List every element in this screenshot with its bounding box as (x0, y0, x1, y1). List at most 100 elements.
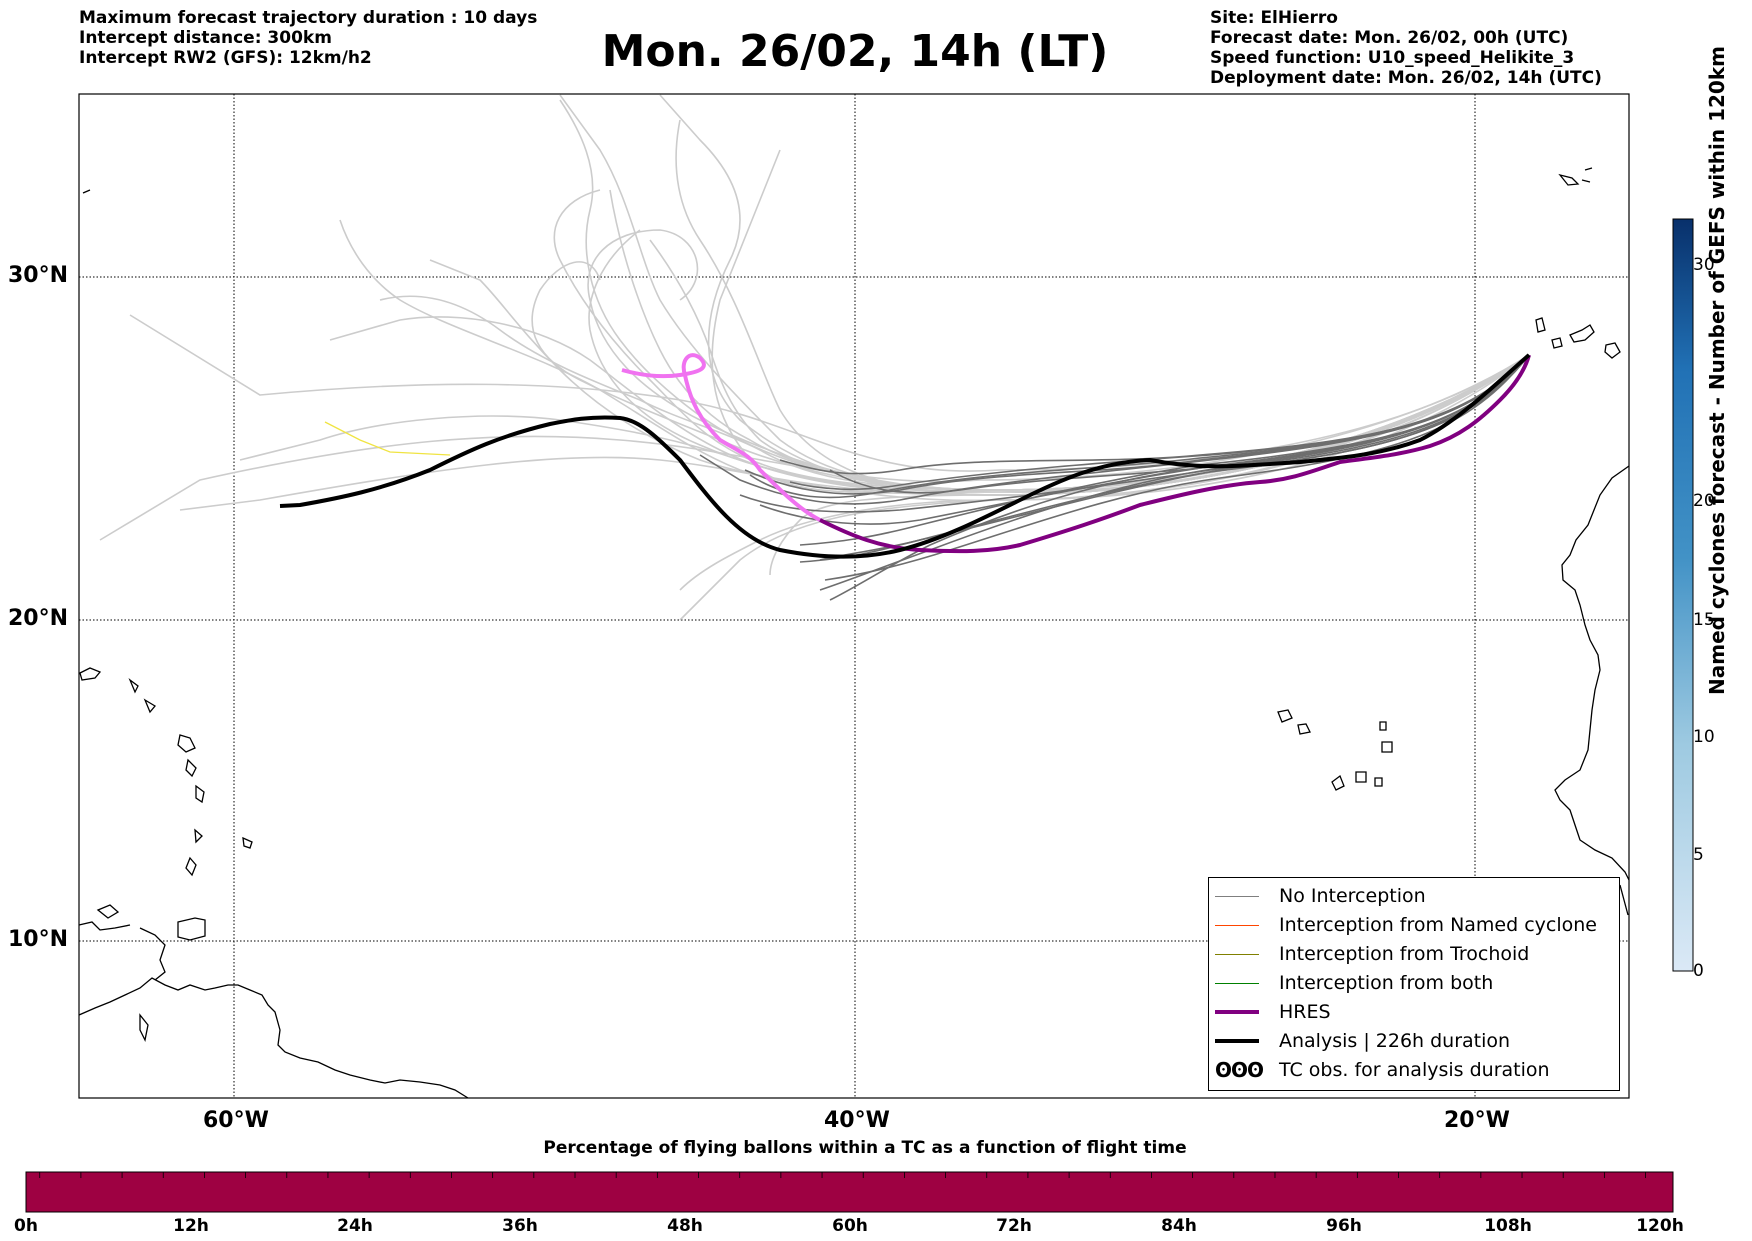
time-bar-tick-12h: 12h (173, 1216, 209, 1236)
track-analysis (279, 353, 1531, 559)
legend-line-analysis (1215, 1039, 1259, 1043)
time-bar-minor-ticks (39, 1172, 1646, 1178)
coast-canary-2 (1569, 324, 1595, 343)
track-hres (819, 354, 1531, 554)
legend-item-no-interception: No Interception (1215, 882, 1615, 910)
tc-obs-icon: ʘʘʘ (1215, 1058, 1264, 1082)
track-dark-13 (829, 354, 1530, 494)
coast-paria (139, 927, 166, 981)
coast-madeira-2 (1581, 167, 1593, 183)
coast-africa (1554, 465, 1630, 881)
map-legend: No Interception Interception from Named … (1208, 877, 1620, 1091)
legend-line-hres (1215, 1010, 1259, 1014)
coast-caribbean-bits (78, 921, 131, 931)
time-bar-title: Percentage of flying ballons within a TC… (543, 1138, 1187, 1158)
coast-antilles-5 (185, 758, 197, 778)
track-yellow (324, 421, 451, 456)
param-line-duration: Maximum forecast trajectory duration : 1… (79, 8, 538, 28)
legend-item-hres: HRES (1215, 998, 1615, 1026)
forecast-info: Site: ElHierro Forecast date: Mon. 26/02… (1210, 8, 1602, 88)
time-bar (25, 1171, 1674, 1213)
legend-line-named-cyclone (1215, 925, 1259, 926)
legend-item-analysis: Analysis | 226h duration (1215, 1027, 1615, 1055)
info-line-forecast-date: Forecast date: Mon. 26/02, 00h (UTC) (1210, 28, 1569, 48)
coast-cape-verde-1 (1277, 709, 1293, 723)
legend-line-no-interception (1215, 896, 1259, 897)
colorbar-vertical (1672, 218, 1694, 972)
coast-cape-verde-7 (1374, 777, 1383, 787)
coast-trinidad (177, 917, 206, 941)
coast-canary-3 (1604, 342, 1621, 359)
colorbar-gradient (1672, 218, 1694, 972)
time-bar-fill (25, 1171, 1674, 1213)
coast-island-left (96, 904, 120, 919)
colorbar-tick-30: 30 (1693, 255, 1715, 275)
legend-label-both: Interception from both (1279, 972, 1494, 994)
colorbar-tick-15: 15 (1693, 610, 1715, 630)
param-line-intercept-distance: Intercept distance: 300km (79, 28, 332, 48)
time-bar-tick-72h: 72h (996, 1216, 1032, 1236)
time-bar-tick-48h: 48h (667, 1216, 703, 1236)
colorbar-tick-0: 0 (1693, 961, 1704, 981)
legend-item-trochoid: Interception from Trochoid (1215, 940, 1615, 968)
colorbar-tick-5: 5 (1693, 845, 1704, 865)
time-bar-tick-120h: 120h (1636, 1216, 1684, 1236)
coast-canary-1 (1535, 317, 1546, 333)
time-bar-tick-0h: 0h (14, 1216, 38, 1236)
coast-antilles-8 (185, 856, 197, 877)
info-line-speed-function: Speed function: U10_speed_Helikite_3 (1210, 48, 1575, 68)
legend-label-analysis: Analysis | 226h duration (1279, 1030, 1511, 1052)
coast-bermuda (82, 189, 91, 194)
info-line-deployment-date: Deployment date: Mon. 26/02, 14h (UTC) (1210, 68, 1602, 88)
coast-antilles-2 (128, 678, 139, 694)
lat-label-30n: 30°N (8, 263, 69, 288)
time-bar-tick-84h: 84h (1161, 1216, 1197, 1236)
legend-line-both (1215, 983, 1259, 984)
time-bar-tick-96h: 96h (1326, 1216, 1362, 1236)
lon-label-20w: 20°W (1444, 1108, 1510, 1133)
track-hres-early (621, 353, 821, 522)
legend-item-both: Interception from both (1215, 969, 1615, 997)
legend-line-trochoid (1215, 954, 1259, 955)
coast-antilles-10 (139, 1013, 149, 1042)
legend-label-no-interception: No Interception (1279, 885, 1426, 907)
coast-africa-lower (1619, 884, 1629, 916)
coast-antilles-9 (242, 836, 253, 849)
track-light-1 (129, 314, 1530, 472)
coast-cape-verde-2 (1297, 723, 1311, 735)
colorbar-tick-10: 10 (1693, 727, 1715, 747)
time-bar-tick-24h: 24h (337, 1216, 373, 1236)
colorbar-tick-20: 20 (1693, 491, 1715, 511)
coast-antilles-1 (79, 667, 102, 681)
coast-cape-verde-5 (1331, 774, 1345, 791)
coast-madeira (1558, 173, 1580, 186)
coast-cape-verde-6 (1355, 771, 1367, 783)
map-title: Mon. 26/02, 14h (LT) (601, 26, 1109, 77)
forecast-parameters: Maximum forecast trajectory duration : 1… (79, 8, 537, 68)
coast-antilles-7 (194, 828, 203, 844)
map-frame (78, 93, 1630, 1099)
coast-cape-verde-3 (1379, 721, 1387, 731)
coast-cape-verde-4 (1381, 741, 1393, 753)
param-line-intercept-rw2: Intercept RW2 (GFS): 12km/h2 (79, 48, 372, 68)
legend-label-trochoid: Interception from Trochoid (1279, 943, 1530, 965)
legend-label-tc-obs: TC obs. for analysis duration (1279, 1059, 1550, 1081)
legend-item-tc-obs: ʘʘʘ TC obs. for analysis duration (1215, 1056, 1615, 1084)
lat-label-10n: 10°N (8, 927, 69, 952)
coast-antilles-4 (177, 734, 196, 753)
coast-south-america (78, 977, 469, 1099)
coastlines (78, 167, 1630, 1099)
track-dark-11 (799, 354, 1530, 563)
time-bar-tick-60h: 60h (832, 1216, 868, 1236)
coast-canary-4 (1551, 337, 1563, 349)
time-bar-tick-36h: 36h (502, 1216, 538, 1236)
lon-label-40w: 40°W (824, 1108, 890, 1133)
legend-label-named-cyclone: Interception from Named cyclone (1279, 914, 1597, 936)
legend-label-hres: HRES (1279, 1001, 1331, 1023)
coast-antilles-6 (195, 784, 205, 804)
legend-item-named-cyclone: Interception from Named cyclone (1215, 911, 1615, 939)
lat-label-20n: 20°N (8, 606, 69, 631)
info-line-site: Site: ElHierro (1210, 8, 1338, 28)
lon-label-60w: 60°W (203, 1108, 269, 1133)
colorbar-label: Named cyclones forecast - Number of GEFS… (1705, 46, 1729, 695)
